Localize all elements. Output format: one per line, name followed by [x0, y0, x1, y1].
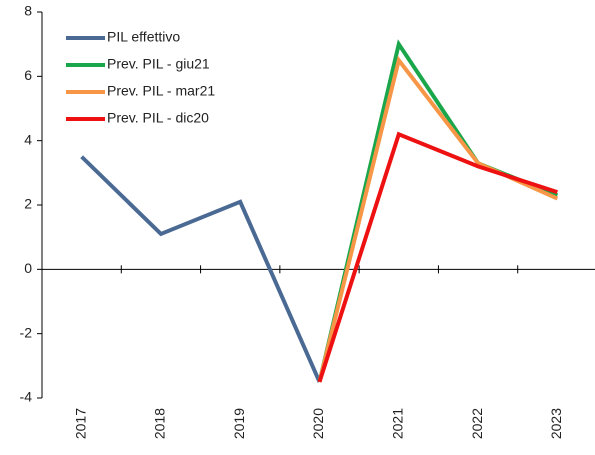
- x-tick-label: 2018: [152, 408, 168, 439]
- x-tick-label: 2020: [310, 408, 326, 439]
- y-tick-label: 2: [24, 196, 32, 212]
- y-tick-label: -2: [20, 324, 33, 340]
- x-tick-label: 2017: [72, 408, 88, 439]
- y-tick-label: 4: [24, 131, 32, 147]
- legend-label: Prev. PIL - mar21: [107, 83, 215, 99]
- legend-label: Prev. PIL - giu21: [107, 56, 210, 72]
- x-tick-label: 2019: [231, 408, 247, 439]
- series-line: [317, 39, 559, 383]
- legend-label: PIL effettivo: [107, 29, 180, 45]
- x-tick-label: 2022: [469, 408, 485, 439]
- series-line: [80, 155, 322, 383]
- x-tick-label: 2021: [389, 408, 405, 439]
- x-tick-label: 2023: [548, 408, 564, 439]
- series-line: [317, 55, 559, 383]
- y-tick-label: 6: [24, 67, 32, 83]
- legend-label: Prev. PIL - dic20: [107, 110, 209, 126]
- y-tick-label: -4: [20, 389, 33, 405]
- series-line: [317, 131, 558, 383]
- y-tick-label: 0: [24, 260, 32, 276]
- y-tick-label: 8: [24, 3, 32, 19]
